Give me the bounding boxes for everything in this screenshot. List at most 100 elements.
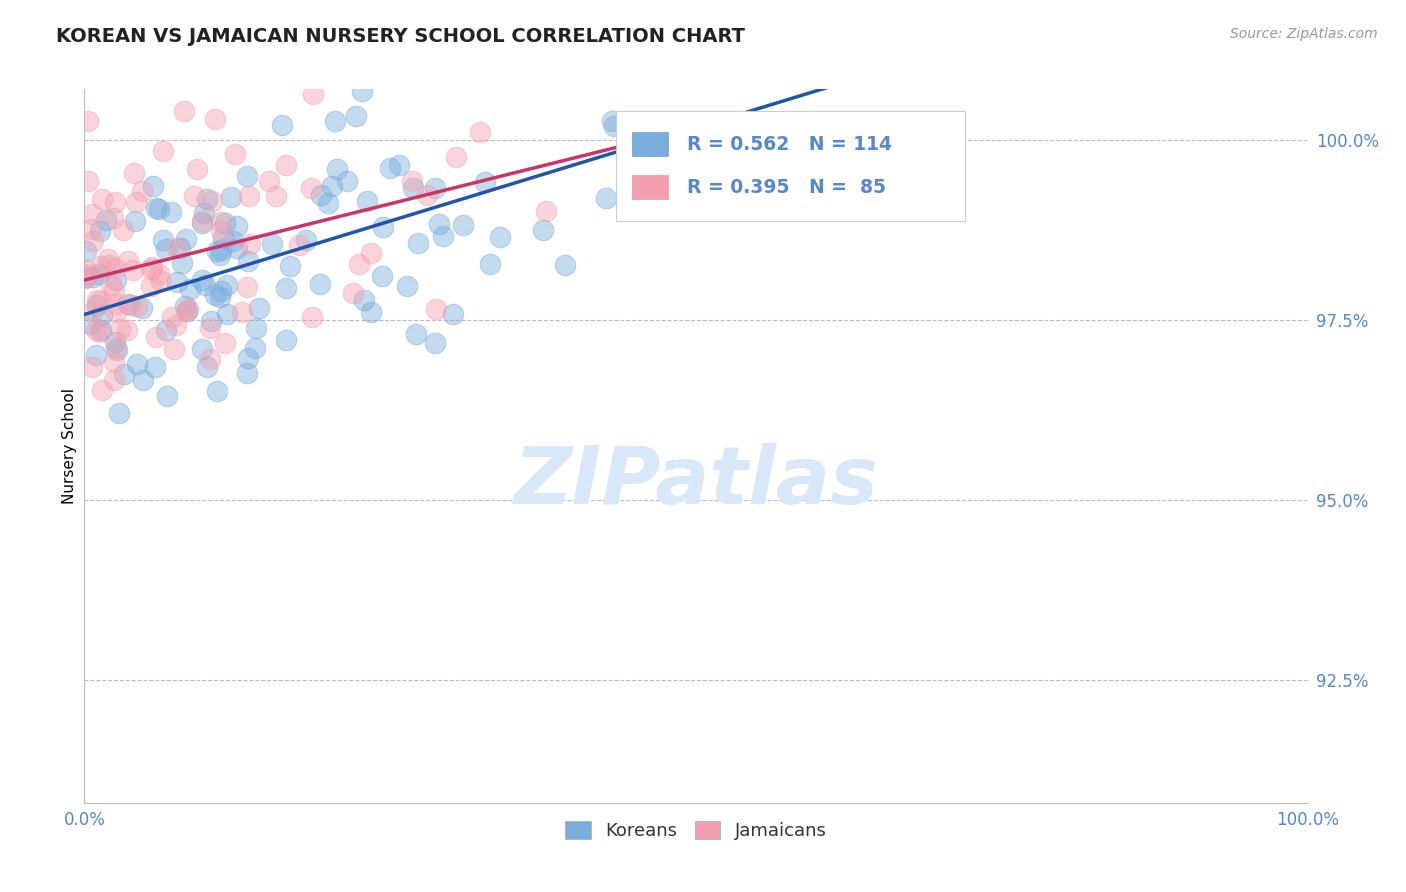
Point — [280, 259, 302, 273]
Point — [195, 192, 218, 206]
Point — [152, 144, 174, 158]
Point — [131, 184, 153, 198]
Point — [105, 297, 128, 311]
Point — [104, 342, 127, 356]
Point — [145, 201, 167, 215]
Point — [301, 310, 323, 324]
Point — [194, 277, 217, 292]
Point — [349, 257, 371, 271]
Point — [360, 305, 382, 319]
Point — [371, 220, 394, 235]
Point — [914, 51, 936, 65]
Point — [302, 87, 325, 101]
Point — [79, 317, 101, 331]
Point — [86, 298, 108, 312]
Point — [432, 229, 454, 244]
Point — [89, 224, 111, 238]
Point — [214, 216, 236, 230]
Point — [101, 211, 124, 225]
Point — [183, 189, 205, 203]
Point — [139, 279, 162, 293]
Point — [104, 335, 127, 350]
Y-axis label: Nursery School: Nursery School — [62, 388, 77, 504]
Point — [309, 277, 332, 291]
Point — [204, 112, 226, 126]
Point — [204, 288, 226, 302]
Point — [75, 267, 97, 281]
Point — [160, 310, 183, 325]
Text: R = 0.395   N =  85: R = 0.395 N = 85 — [688, 178, 886, 197]
Point — [423, 181, 446, 195]
Point — [595, 192, 617, 206]
Point — [156, 389, 179, 403]
Point — [105, 305, 128, 319]
Point — [257, 174, 280, 188]
Point — [222, 234, 245, 248]
Point — [209, 224, 232, 238]
Text: KOREAN VS JAMAICAN NURSERY SCHOOL CORRELATION CHART: KOREAN VS JAMAICAN NURSERY SCHOOL CORREL… — [56, 27, 745, 45]
Text: R = 0.562   N = 114: R = 0.562 N = 114 — [688, 136, 893, 154]
Point — [264, 189, 287, 203]
Point — [226, 219, 249, 234]
Point — [378, 161, 401, 176]
Point — [811, 71, 834, 86]
Point — [205, 244, 228, 259]
Point — [90, 308, 112, 322]
Point — [200, 314, 222, 328]
Point — [115, 323, 138, 337]
Point — [444, 150, 467, 164]
Point — [425, 335, 447, 350]
Point — [531, 223, 554, 237]
Point — [77, 114, 100, 128]
Point — [554, 258, 576, 272]
Point — [127, 358, 149, 372]
Point — [236, 280, 259, 294]
Point — [169, 241, 191, 255]
Point — [75, 270, 97, 285]
Point — [125, 194, 148, 209]
Point — [395, 279, 418, 293]
Bar — [631, 131, 671, 159]
Point — [103, 355, 125, 369]
Point — [148, 267, 170, 281]
Point — [212, 231, 235, 245]
Point — [149, 273, 172, 287]
Point — [155, 243, 177, 257]
Point — [103, 373, 125, 387]
Point — [274, 334, 297, 348]
Point — [98, 258, 121, 272]
Point — [173, 299, 195, 313]
Point — [198, 320, 221, 334]
Point — [77, 173, 100, 187]
Point — [131, 301, 153, 315]
Point — [170, 255, 193, 269]
Point — [231, 304, 253, 318]
Point — [139, 262, 162, 277]
Point — [159, 205, 181, 219]
Point — [195, 359, 218, 374]
Point — [388, 159, 411, 173]
Point — [191, 216, 214, 230]
Point — [142, 178, 165, 193]
Point — [97, 252, 120, 266]
Bar — [631, 174, 671, 202]
Point — [209, 243, 232, 257]
Point — [89, 267, 111, 281]
Point — [239, 237, 262, 252]
Point — [416, 188, 439, 202]
Point — [243, 342, 266, 356]
Point — [316, 196, 339, 211]
Point — [166, 275, 188, 289]
Point — [75, 269, 97, 284]
Point — [470, 125, 492, 139]
Point — [100, 277, 122, 292]
Point — [190, 342, 212, 356]
Point — [104, 194, 127, 209]
Point — [321, 179, 343, 194]
Point — [155, 323, 177, 337]
Point — [662, 139, 685, 153]
Point — [211, 215, 233, 229]
Point — [103, 284, 125, 298]
Point — [226, 241, 249, 255]
Legend: Koreans, Jamaicans: Koreans, Jamaicans — [558, 814, 834, 847]
